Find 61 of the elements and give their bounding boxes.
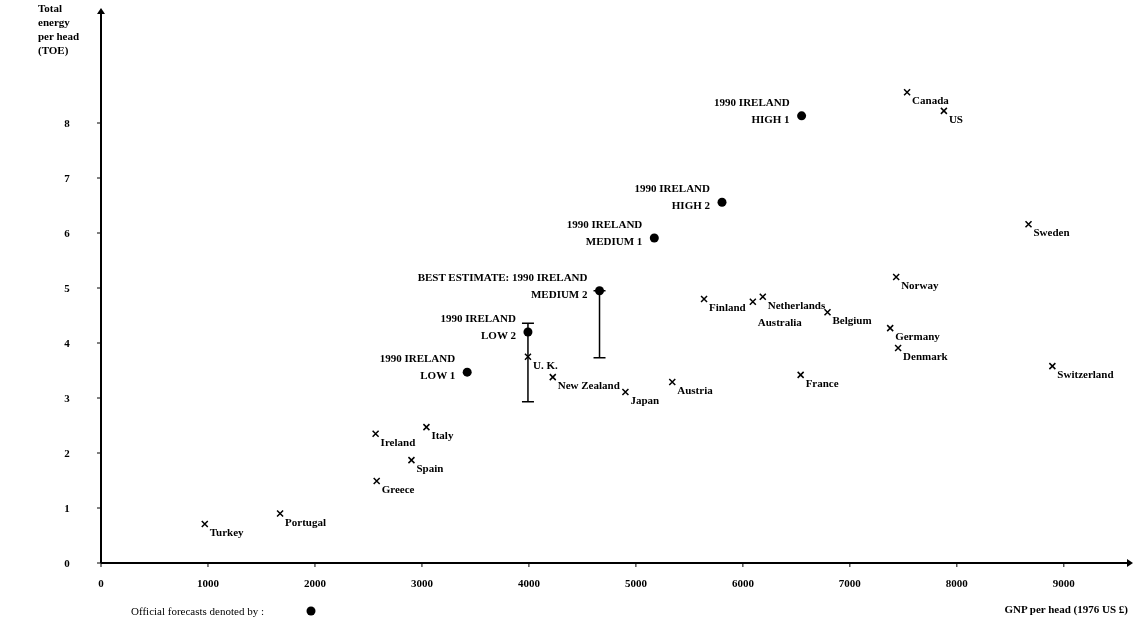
y-axis-title: Total energy per head (TOE) xyxy=(38,2,80,57)
annotation: U. K. xyxy=(532,358,558,371)
point xyxy=(462,367,472,377)
annotation: Greece xyxy=(381,483,415,496)
annotation: Netherlands xyxy=(767,298,826,311)
y-tick-label: 4 xyxy=(64,337,71,349)
annotation: New Zealand xyxy=(557,379,620,392)
x-tick-label: 9000 xyxy=(1052,577,1076,589)
annotation: Sweden xyxy=(1033,226,1070,239)
annotation: US xyxy=(948,112,963,125)
annotation: 1990 IRELAND HIGH 1 xyxy=(714,95,790,125)
y-tick-label: 5 xyxy=(64,282,71,294)
x-tick-label: 7000 xyxy=(838,577,862,589)
y-tick-label: 7 xyxy=(64,172,71,184)
point xyxy=(717,197,727,207)
point xyxy=(700,295,708,303)
annotation: Australia xyxy=(757,315,803,328)
y-tick-label: 2 xyxy=(64,447,71,459)
point xyxy=(595,286,605,296)
y-tick-label: 6 xyxy=(64,227,71,239)
x-tick-label: 3000 xyxy=(410,577,434,589)
y-tick-label: 1 xyxy=(64,502,70,514)
x-tick-label: 6000 xyxy=(731,577,755,589)
x-tick-label: 8000 xyxy=(945,577,969,589)
x-tick-label: 0 xyxy=(98,577,105,589)
annotation: France xyxy=(805,376,839,389)
point xyxy=(894,344,902,352)
x-tick-label: 5000 xyxy=(624,577,648,589)
annotation: Spain xyxy=(416,462,444,475)
annotation: 1990 IRELAND MEDIUM 1 xyxy=(566,217,643,247)
annotation: Finland xyxy=(709,301,746,313)
annotation: Norway xyxy=(901,279,939,291)
x-tick-label: 4000 xyxy=(517,577,541,589)
x-tick-label: 2000 xyxy=(303,577,327,589)
annotation: Japan xyxy=(630,393,660,406)
annotation: Austria xyxy=(677,384,714,397)
point xyxy=(759,293,767,301)
annotation: 1990 IRELAND LOW 1 xyxy=(379,352,456,382)
annotation: Denmark xyxy=(903,349,949,362)
x-tick-label: 1000 xyxy=(196,577,220,589)
point xyxy=(523,327,533,337)
annotation: BEST ESTIMATE: 1990 IRELAND MEDIUM 2 xyxy=(417,270,589,300)
point xyxy=(886,324,894,332)
annotation: Ireland xyxy=(380,435,416,448)
y-tick-label: 3 xyxy=(64,392,71,404)
annotation: Switzerland xyxy=(1057,368,1114,381)
annotation: 1990 IRELAND LOW 2 xyxy=(440,312,517,341)
point xyxy=(649,233,659,243)
annotation: Italy xyxy=(431,429,454,442)
x-axis-title: GNP per head (1976 US £) xyxy=(1004,603,1129,616)
point xyxy=(797,111,807,121)
text: Official forecasts denoted by : xyxy=(131,605,264,617)
annotation: Germany xyxy=(895,330,941,343)
y-tick-label: 0 xyxy=(64,557,71,569)
annotation: Canada xyxy=(912,94,950,107)
point xyxy=(940,107,948,115)
annotation: 1990 IRELAND HIGH 2 xyxy=(634,182,711,212)
annotation: Portugal xyxy=(285,515,327,528)
annotation: Turkey xyxy=(209,525,245,538)
y-tick-label: 8 xyxy=(64,117,71,129)
annotation: Belgium xyxy=(832,314,872,327)
